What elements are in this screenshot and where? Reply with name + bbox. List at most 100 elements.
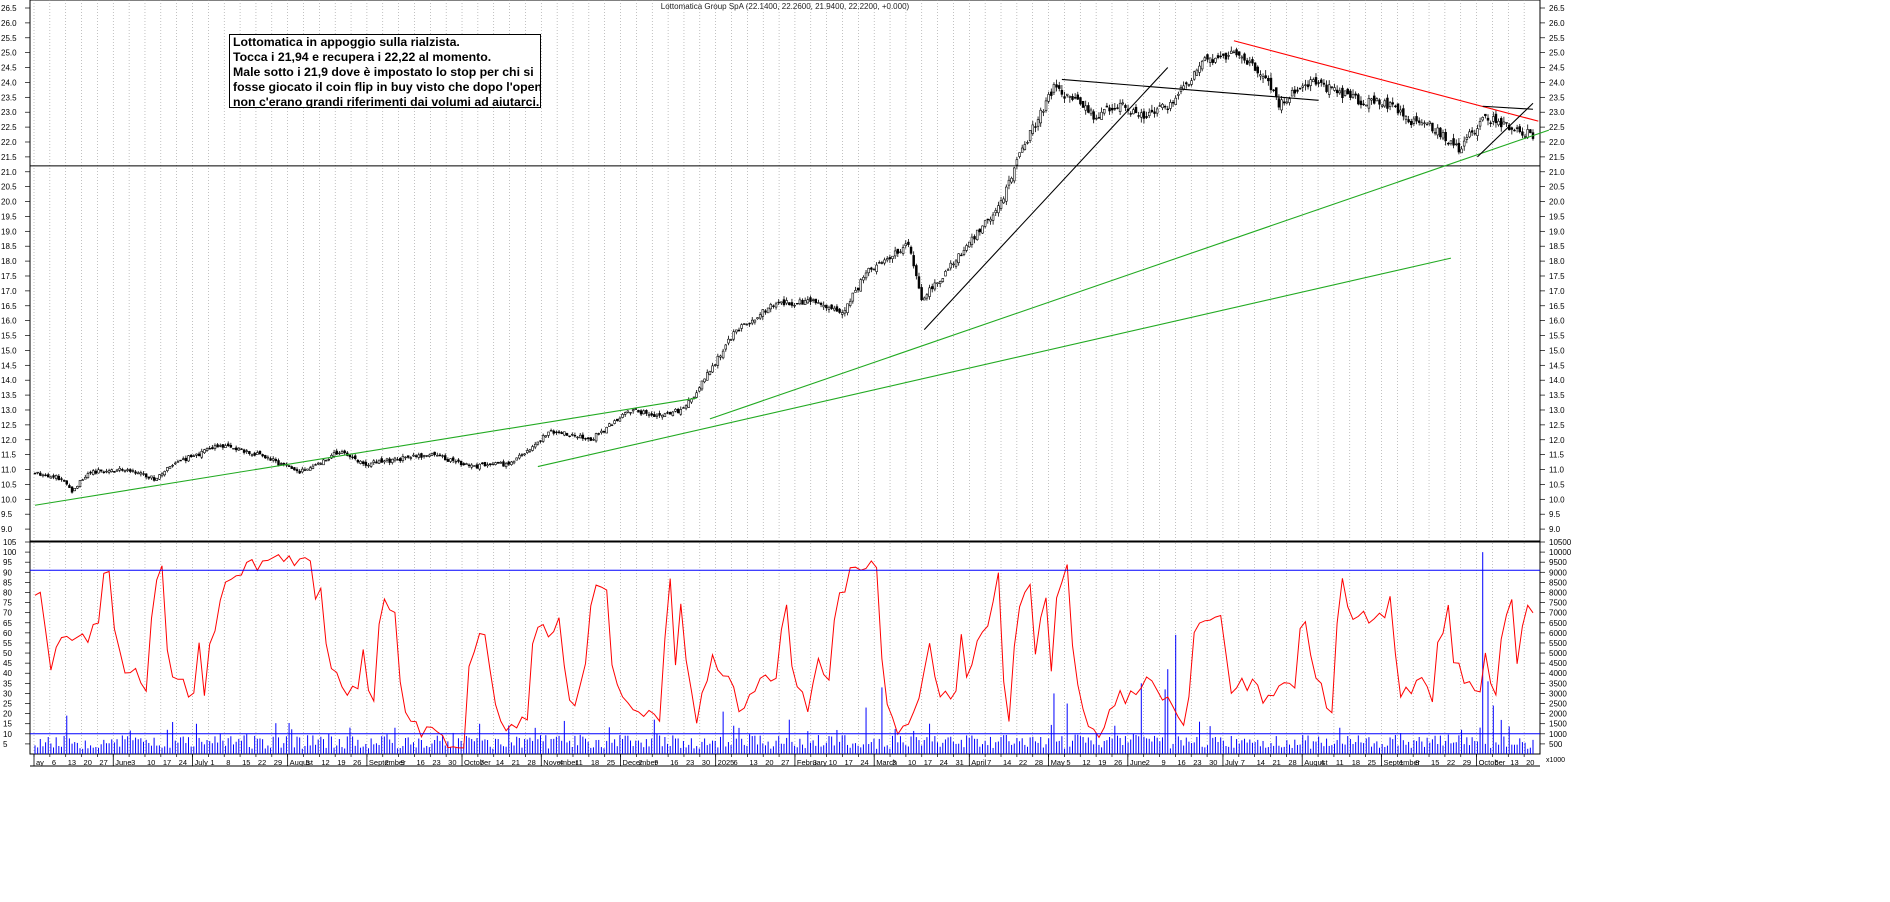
- candle-body: [856, 287, 860, 291]
- candle-body: [896, 248, 900, 254]
- candle-body: [909, 246, 913, 254]
- price-candle: [642, 409, 645, 415]
- candle-body: [377, 459, 381, 464]
- price-candle: [968, 241, 971, 248]
- date-tick-label: July: [1225, 758, 1239, 767]
- price-candle: [1529, 129, 1532, 134]
- price-candle: [99, 469, 103, 473]
- candle-body: [1404, 116, 1408, 120]
- candle-body: [465, 463, 468, 466]
- candle-body: [309, 467, 312, 471]
- price-candle: [406, 455, 410, 459]
- candle-body: [142, 473, 145, 475]
- date-tick-label: 30: [1209, 758, 1217, 767]
- candle-body: [1110, 107, 1114, 111]
- candle-body: [830, 304, 833, 309]
- candle-body: [234, 447, 238, 451]
- price-tick-label-left: 21.5: [1, 153, 17, 162]
- candle-body: [150, 475, 153, 479]
- price-candle: [211, 444, 214, 450]
- price-candle: [475, 462, 479, 470]
- price-tick-label: 12.0: [1549, 436, 1565, 445]
- candle-body: [774, 303, 778, 308]
- oscillator-tick-label: 25: [3, 700, 12, 709]
- price-candle: [1407, 115, 1410, 124]
- date-tick-label: 3: [892, 758, 896, 767]
- date-tick-label: 16: [416, 758, 424, 767]
- date-tick-label: 13: [68, 758, 76, 767]
- price-tick-label-left: 21.0: [1, 168, 17, 177]
- candle-body: [518, 454, 521, 459]
- candle-body: [631, 409, 635, 412]
- price-candle: [1060, 84, 1064, 98]
- price-candle: [637, 409, 640, 413]
- price-tick-label-left: 19.0: [1, 227, 17, 236]
- price-candle: [203, 448, 206, 454]
- volume-tick-label: 2000: [1549, 710, 1567, 719]
- candle-body: [446, 459, 450, 462]
- price-candle: [1417, 117, 1421, 126]
- price-candle: [790, 298, 794, 308]
- oscillator-tick-label: 70: [3, 609, 12, 618]
- date-tick-label: 15: [242, 758, 250, 767]
- candle-body: [1335, 89, 1339, 94]
- price-candle: [573, 432, 577, 438]
- volume-tick-label: 3500: [1549, 679, 1567, 688]
- date-tick-label: 3: [813, 758, 817, 767]
- price-candle: [1095, 114, 1098, 121]
- price-candle: [1187, 83, 1191, 88]
- candle-body: [436, 455, 439, 457]
- candle-body: [764, 310, 767, 313]
- candle-body: [523, 453, 526, 456]
- candle-body: [462, 463, 465, 466]
- date-tick-label: 28: [1288, 758, 1296, 767]
- price-candle: [1502, 116, 1506, 125]
- price-candle: [679, 406, 683, 416]
- price-candle: [761, 309, 765, 321]
- price-candle: [512, 460, 516, 465]
- price-tick-label-left: 25.0: [1, 49, 17, 58]
- date-tick-label: 21: [512, 758, 520, 767]
- date-tick-label: 26: [353, 758, 361, 767]
- price-candle: [309, 465, 312, 471]
- price-candle: [39, 471, 42, 477]
- candle-body: [1431, 122, 1434, 132]
- price-candle: [78, 479, 82, 488]
- candle-body: [1301, 85, 1304, 88]
- price-candle: [168, 466, 172, 469]
- candle-body: [1272, 89, 1275, 92]
- volume-tick-label: 9500: [1549, 558, 1567, 567]
- price-candle: [1304, 79, 1307, 91]
- price-candle: [369, 462, 373, 468]
- candle-body: [1410, 121, 1413, 126]
- candle-body: [1341, 87, 1344, 98]
- candle-body: [240, 448, 243, 450]
- price-candle: [1314, 73, 1318, 87]
- date-tick-label: 14: [1003, 758, 1011, 767]
- price-candle: [351, 454, 354, 460]
- price-tick-label: 21.5: [1549, 153, 1565, 162]
- candle-body: [666, 412, 669, 414]
- candle-body: [274, 459, 278, 462]
- candle-body: [1047, 94, 1050, 102]
- candle-body: [706, 372, 709, 381]
- candle-body: [719, 355, 722, 358]
- candle-body: [727, 338, 730, 344]
- price-candle: [658, 410, 661, 418]
- candle-body: [1290, 89, 1294, 97]
- candle-body: [184, 457, 188, 462]
- price-candle: [880, 260, 884, 265]
- candle-body: [375, 461, 378, 464]
- candle-body: [1317, 82, 1320, 84]
- candle-body: [507, 461, 510, 465]
- candle-body: [608, 423, 611, 427]
- price-tick-label: 9.5: [1549, 510, 1561, 519]
- candle-body: [430, 453, 434, 456]
- candle-body: [605, 426, 608, 434]
- candle-body: [560, 432, 563, 434]
- volume-series: [34, 552, 1534, 754]
- price-candle: [266, 455, 270, 461]
- price-tick-label-left: 26.0: [1, 19, 17, 28]
- price-candle: [179, 459, 182, 462]
- price-candle: [338, 450, 341, 456]
